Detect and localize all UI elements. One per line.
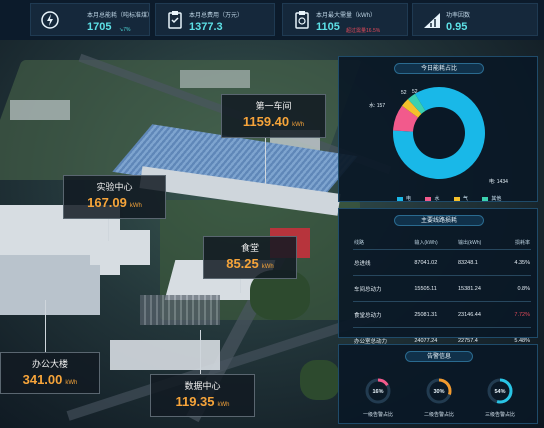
- donut-legend: 电 水 气 其他: [397, 187, 511, 205]
- pin-office: [45, 300, 46, 352]
- building-energy: 85.25: [226, 256, 259, 271]
- kpi-warning: 超过需量16.5%: [346, 28, 381, 34]
- kpi-label: 功率因数: [446, 13, 471, 19]
- building-name: 办公大楼: [31, 359, 68, 369]
- building-label-datacenter[interactable]: 数据中心 119.35 kWh: [150, 374, 255, 417]
- energy-leaf-icon: [41, 11, 59, 29]
- col-header: 输入(kWh): [414, 239, 438, 246]
- cell: 15505.11: [413, 275, 457, 302]
- gauge-label: 三级告警占比: [484, 412, 515, 418]
- legend-item: 水: [425, 195, 439, 202]
- energy-donut-chart: [393, 87, 485, 179]
- gauge-arc: [487, 378, 513, 404]
- energy-unit: kWh: [217, 402, 230, 408]
- legend-item: 其他: [482, 195, 501, 202]
- gauge-value: 16%: [372, 389, 383, 395]
- cell: 25081.31: [413, 301, 457, 328]
- pin-canteen: [240, 279, 241, 293]
- building-name: 数据中心: [184, 381, 221, 391]
- kpi-total-cost: 本月总费用（万元） 1377.3: [155, 3, 275, 36]
- table-row[interactable]: 车间总动力 15505.11 15381.24 0.8%: [353, 275, 531, 302]
- donut-label-water: 水: 157: [369, 103, 386, 109]
- donut-slice-气[interactable]: [401, 99, 422, 118]
- energy-share-panel: 今日能耗占比 水: 157 52 52 电: 1434 电 水 气 其他: [338, 56, 538, 202]
- pin-datacenter: [200, 330, 201, 374]
- triangle-chart-icon: [424, 13, 440, 28]
- cell: 87041.02: [413, 249, 457, 276]
- gauge-value: 54%: [494, 389, 505, 395]
- kpi-max-demand: 本月最大需量（kWh） 1105 超过需量16.5%: [282, 3, 408, 36]
- kpi-value: 1377.3: [189, 21, 223, 33]
- gauge-arc: [365, 378, 391, 404]
- energy-unit: kWh: [261, 264, 274, 270]
- col-header: 线路: [354, 239, 365, 246]
- building-label-office[interactable]: 办公大楼 341.00 kWh: [0, 352, 100, 394]
- pin-workshop: [265, 138, 266, 186]
- building-energy: 1159.40: [242, 114, 290, 129]
- cell: 4.35%: [500, 249, 531, 276]
- kpi-power-factor: 功率因数 0.95: [412, 3, 538, 36]
- pin-lab: [108, 219, 109, 241]
- kpi-trend: ↘7%: [119, 27, 131, 33]
- gauge-label: 一级告警占比: [362, 412, 393, 418]
- donut-hole: [414, 108, 464, 158]
- panel-title: 主要线路损耗: [394, 215, 484, 226]
- gauge-arc: [426, 378, 452, 404]
- donut-label-gas: 52: [401, 90, 407, 96]
- panel-title: 告警信息: [405, 351, 473, 362]
- kpi-label: 本月总费用（万元）: [189, 13, 244, 19]
- building-label-workshop[interactable]: 第一车间 1159.40 kWh: [221, 94, 326, 138]
- building-label-canteen[interactable]: 食堂 85.25 kWh: [203, 236, 297, 279]
- energy-unit: kWh: [129, 203, 142, 209]
- donut-slice-水[interactable]: [393, 105, 419, 132]
- building-label-lab[interactable]: 实验中心 167.09 kWh: [63, 175, 166, 219]
- donut-label-elec: 电: 1434: [489, 179, 508, 185]
- cell: 83248.1: [456, 249, 501, 276]
- legend-item: 电: [397, 195, 411, 202]
- donut-slice-其他[interactable]: [407, 93, 426, 114]
- cell: 0.8%: [500, 275, 531, 302]
- building-name: 第一车间: [255, 101, 292, 111]
- cell: 7.72%: [500, 301, 531, 328]
- alarm-gauges: 16% 30% 54%: [365, 378, 513, 404]
- kpi-total-energy: 本月总能耗（吨标准煤） 1705 ↘7%: [30, 3, 154, 36]
- cell: 15381.24: [456, 275, 501, 302]
- cell: 总进线: [353, 249, 414, 276]
- gauge-label: 二级告警占比: [423, 412, 454, 418]
- cell: 食堂总动力: [353, 301, 414, 328]
- energy-unit: kWh: [65, 380, 78, 386]
- kpi-value: 0.95: [446, 21, 468, 33]
- building-energy: 167.09: [87, 195, 127, 210]
- line-loss-table: 线路 输入(kWh) 输出(kWh) 损耗率 总进线 87041.02 8324…: [353, 235, 531, 353]
- line-loss-panel: 主要线路损耗 线路 输入(kWh) 输出(kWh) 损耗率 总进线 87041.…: [338, 208, 538, 353]
- kpi-value: 1105: [316, 21, 340, 33]
- table-row[interactable]: 总进线 87041.02 83248.1 4.35%: [353, 249, 531, 276]
- panel-title: 今日能耗占比: [394, 63, 484, 74]
- kpi-value: 1705: [87, 21, 112, 33]
- cell: 23146.44: [456, 301, 501, 328]
- donut-label-other: 52: [412, 89, 418, 95]
- kpi-label: 本月最大需量（kWh）: [316, 13, 377, 19]
- building-energy: 341.00: [22, 372, 63, 387]
- kpi-label: 本月总能耗（吨标准煤）: [87, 13, 154, 19]
- table-row[interactable]: 食堂总动力 25081.31 23146.44 7.72%: [353, 301, 531, 328]
- clipboard-icon: [295, 11, 309, 29]
- alarm-panel: 告警信息 16% 30% 54% 一级告警占比 二级告警占比 三级告警占比: [338, 344, 538, 424]
- building-name: 食堂: [240, 243, 259, 253]
- building-energy: 119.35: [175, 394, 215, 409]
- kpi-bar: 本月总能耗（吨标准煤） 1705 ↘7% 本月总费用（万元） 1377.3 本月…: [0, 0, 544, 40]
- cell: 车间总动力: [353, 275, 414, 302]
- gauge-value: 30%: [433, 389, 444, 395]
- clipboard-icon: [168, 11, 182, 29]
- col-header: 输出(kWh): [457, 239, 482, 246]
- energy-unit: kWh: [292, 122, 305, 128]
- legend-item: 气: [453, 195, 468, 202]
- col-header: 损耗率: [514, 239, 530, 246]
- donut-slice-电[interactable]: [393, 87, 485, 179]
- building-name: 实验中心: [96, 182, 133, 192]
